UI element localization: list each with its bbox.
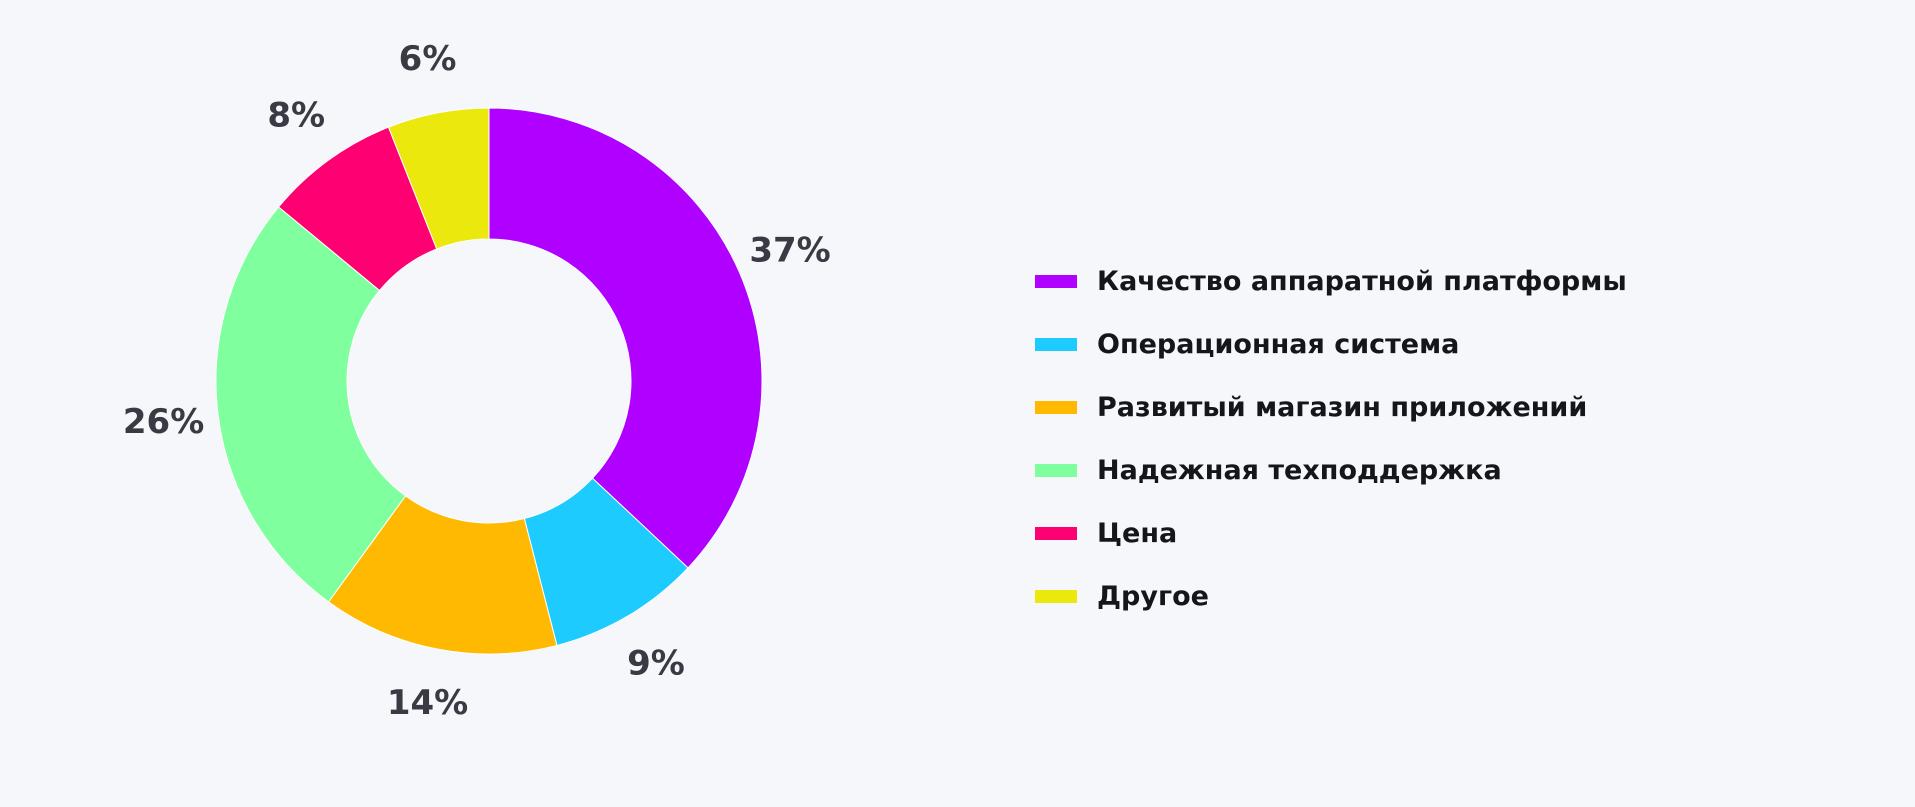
legend-label-hardware: Качество аппаратной платформы xyxy=(1097,266,1627,297)
pct-label-other: 6% xyxy=(399,39,457,79)
legend-item-hardware: Качество аппаратной платформы xyxy=(1035,250,1627,313)
legend-swatch-support xyxy=(1035,464,1077,477)
percentage-labels: 37% 9% 14% 26% 8% 6% xyxy=(123,39,831,723)
legend-label-support: Надежная техподдержка xyxy=(1097,455,1502,486)
legend-item-app-store: Развитый магазин приложений xyxy=(1035,376,1627,439)
donut-chart: 37% 9% 14% 26% 8% 6% xyxy=(123,39,831,723)
slice-support xyxy=(215,206,407,603)
slice-hardware xyxy=(488,107,763,569)
legend-item-price: Цена xyxy=(1035,502,1627,565)
legend-item-os: Операционная система xyxy=(1035,313,1627,376)
pct-label-support: 26% xyxy=(123,402,204,442)
chart-legend: Качество аппаратной платформы Операционн… xyxy=(1035,250,1627,628)
legend-label-price: Цена xyxy=(1097,518,1178,549)
legend-swatch-hardware xyxy=(1035,275,1077,288)
pct-label-hardware: 37% xyxy=(749,231,830,271)
legend-swatch-os xyxy=(1035,338,1077,351)
donut-slices xyxy=(215,107,763,655)
slice-other xyxy=(387,107,490,250)
legend-swatch-other xyxy=(1035,590,1077,603)
pct-label-price: 8% xyxy=(267,96,325,136)
legend-item-other: Другое xyxy=(1035,565,1627,628)
slice-app-store xyxy=(327,495,558,655)
legend-label-other: Другое xyxy=(1097,581,1209,612)
legend-item-support: Надежная техподдержка xyxy=(1035,439,1627,502)
legend-swatch-app-store xyxy=(1035,401,1077,414)
legend-label-app-store: Развитый магазин приложений xyxy=(1097,392,1588,423)
legend-swatch-price xyxy=(1035,527,1077,540)
legend-label-os: Операционная система xyxy=(1097,329,1460,360)
pct-label-app-store: 14% xyxy=(387,683,468,723)
pct-label-os: 9% xyxy=(627,643,685,683)
